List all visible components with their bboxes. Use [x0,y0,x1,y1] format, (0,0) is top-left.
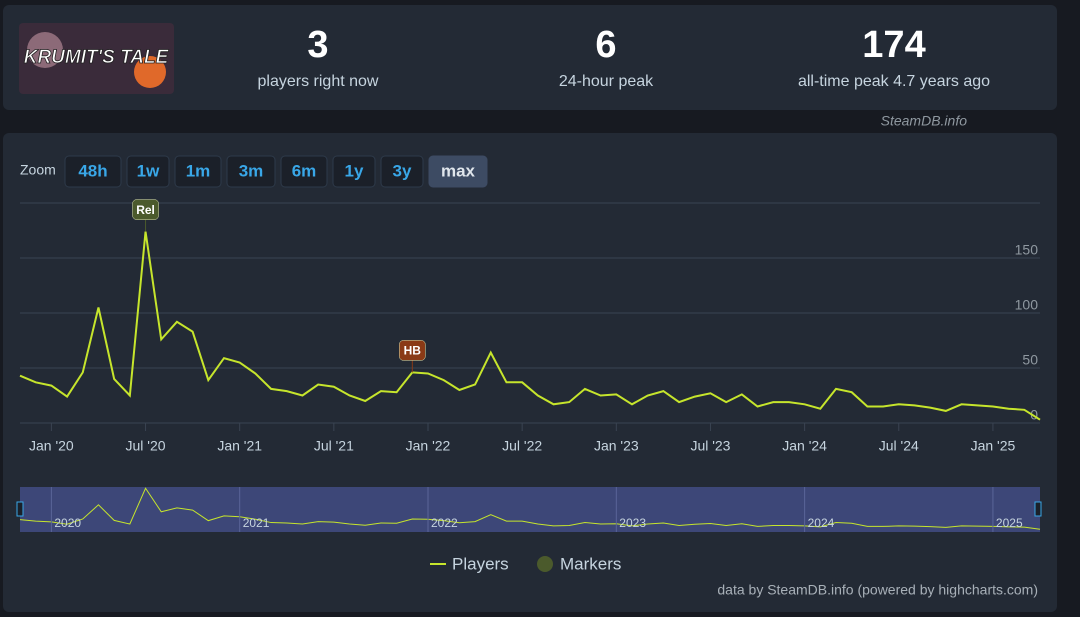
zoom-button-label[interactable]: 1m [186,161,211,180]
stat-value: 6 [595,24,616,66]
legend-symbol [537,556,553,572]
y-tick-label: 100 [1015,297,1039,313]
x-tick-label: Jul '24 [879,438,919,454]
x-tick-label: Jul '23 [690,438,730,454]
navigator-handle[interactable] [16,501,24,517]
navigator-label: 2023 [619,516,646,530]
navigator [20,487,1040,532]
x-tick-label: Jan '25 [971,438,1016,454]
marker-label: HB [404,344,422,358]
watermark: SteamDB.info [881,113,968,129]
navigator-label: 2020 [54,516,81,530]
zoom-button[interactable] [126,155,170,188]
navigator-label: 2025 [996,516,1023,530]
zoom-button[interactable] [280,155,328,188]
image-art [134,56,166,88]
x-tick-label: Jan '20 [29,438,74,454]
marker-flag [132,199,159,220]
zoom-button-label[interactable]: 6m [292,161,317,180]
credits: data by SteamDB.info (powered by highcha… [717,582,1038,598]
x-tick-label: Jan '23 [594,438,639,454]
navigator-label: 2021 [243,516,270,530]
zoom-button[interactable] [226,155,276,188]
zoom-button-label[interactable]: max [441,161,476,180]
zoom-button-label[interactable]: 1y [345,161,364,180]
zoom-button-label[interactable]: 48h [78,161,107,180]
navigator-line [19,487,1041,530]
zoom-button[interactable] [332,155,376,188]
zoom-button-label[interactable]: 3y [393,161,412,180]
zoom-button[interactable] [428,155,488,188]
stat-label: players right now [258,73,379,90]
chart-panel [3,133,1057,612]
legend-label[interactable]: Markers [560,554,621,573]
x-tick-label: Jul '21 [314,438,354,454]
zoom-button-label[interactable]: 3m [239,161,264,180]
navigator-label: 2024 [808,516,835,530]
stats-panel [3,5,1057,110]
navigator-handle[interactable] [1034,501,1042,517]
x-tick-label: Jan '22 [406,438,451,454]
zoom-label: Zoom [20,162,56,178]
x-tick-label: Jan '24 [782,438,827,454]
y-tick-label: 50 [1022,352,1038,368]
stat-label: all-time peak 4.7 years ago [798,73,990,90]
y-tick-label: 150 [1015,242,1039,258]
marker-flag [399,340,426,361]
zoom-button-label[interactable]: 1w [137,161,160,180]
stat-value: 174 [862,24,925,66]
line [19,231,1041,421]
x-tick-label: Jan '21 [217,438,262,454]
stat-label: 24-hour peak [559,73,654,90]
zoom-button[interactable] [64,155,122,188]
stat-value: 3 [307,24,328,66]
x-tick-label: Jul '22 [502,438,542,454]
zoom-button[interactable] [380,155,424,188]
zoom-button[interactable] [174,155,222,188]
legend-label[interactable]: Players [452,554,509,573]
x-tick-label: Jul '20 [126,438,166,454]
navigator-label: 2022 [431,516,458,530]
image-art [27,32,63,68]
image-title: KRUMIT'S TALE [24,47,170,68]
marker-label: Rel [136,203,155,217]
y-tick-label: 0 [1030,407,1038,423]
